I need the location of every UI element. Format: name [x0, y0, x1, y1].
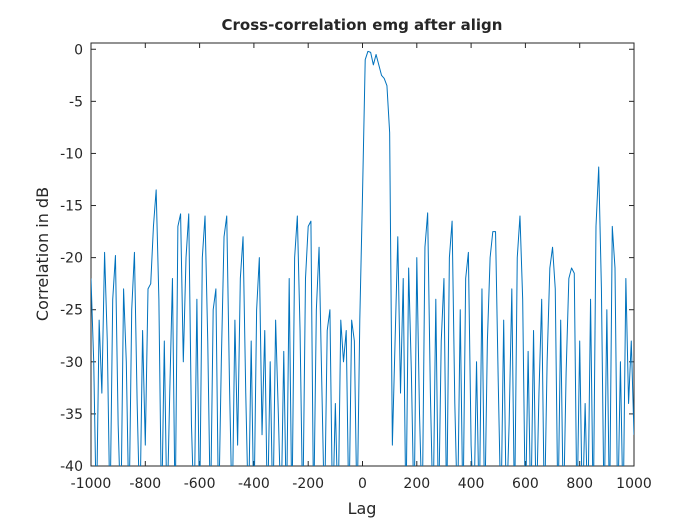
- y-axis-label: Correlation in dB: [33, 187, 52, 321]
- x-tick-label: -600: [184, 476, 216, 492]
- x-tick-label: 0: [358, 476, 367, 492]
- y-tick-label: -5: [69, 94, 83, 110]
- x-tick-label: -1000: [71, 476, 112, 492]
- x-tick-label: 400: [458, 476, 485, 492]
- y-tick-label: -40: [60, 459, 83, 475]
- x-tick-label: -800: [129, 476, 161, 492]
- y-tick-label: -35: [60, 407, 83, 423]
- x-tick-label: -200: [292, 476, 324, 492]
- y-tick-label: -20: [60, 251, 83, 267]
- y-tick-label: -25: [60, 303, 83, 319]
- y-tick-label: -15: [60, 199, 83, 215]
- x-tick-label: 200: [403, 476, 430, 492]
- data-line: [91, 50, 634, 466]
- x-tick-label: 800: [566, 476, 593, 492]
- x-axis-label: Lag: [348, 499, 377, 518]
- x-tick-label: 1000: [616, 476, 652, 492]
- y-tick-label: -30: [60, 355, 83, 371]
- plot-area: [91, 50, 634, 466]
- chart-title: Cross-correlation emg after align: [222, 16, 503, 34]
- x-tick-label: 600: [512, 476, 539, 492]
- x-tick-label: -400: [238, 476, 270, 492]
- y-tick-label: -10: [60, 146, 83, 162]
- y-tick-label: 0: [74, 42, 83, 58]
